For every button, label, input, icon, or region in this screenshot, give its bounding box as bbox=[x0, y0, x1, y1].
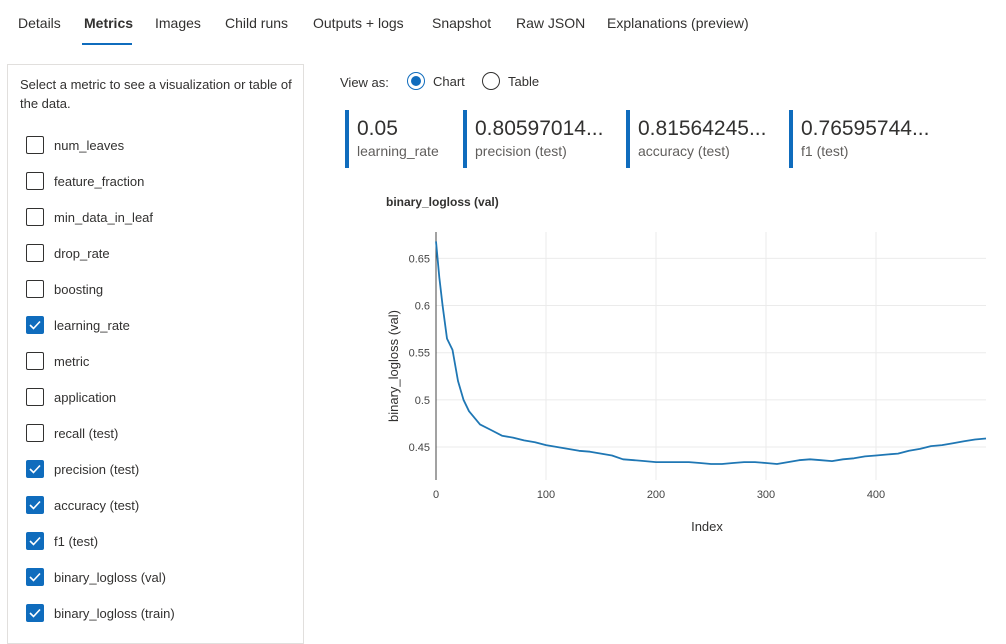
tab-snapshot[interactable]: Snapshot bbox=[432, 15, 492, 31]
metric-label: drop_rate bbox=[54, 245, 110, 261]
metric-label: precision (test) bbox=[54, 461, 140, 477]
metric-label: learning_rate bbox=[54, 317, 130, 333]
checkbox[interactable] bbox=[26, 280, 44, 298]
tab-details[interactable]: Details bbox=[18, 15, 61, 31]
metric-label: recall (test) bbox=[54, 425, 119, 441]
x-tick-label: 400 bbox=[867, 489, 885, 501]
checkbox[interactable] bbox=[26, 208, 44, 226]
metric-item-boosting[interactable]: boosting bbox=[26, 277, 103, 301]
metric-label: application bbox=[54, 389, 117, 405]
metric-item-precision-test[interactable]: precision (test) bbox=[26, 457, 139, 481]
view-as-label: View as: bbox=[340, 75, 389, 90]
metric-item-binary-logloss-train[interactable]: binary_logloss (train) bbox=[26, 601, 175, 625]
metric-card-learning-rate: 0.05 learning_rate bbox=[345, 110, 457, 168]
y-tick-label: 0.45 bbox=[409, 442, 430, 454]
x-tick-label: 200 bbox=[647, 489, 665, 501]
table-radio[interactable] bbox=[482, 72, 500, 90]
checkbox[interactable] bbox=[26, 136, 44, 154]
metric-label: feature_fraction bbox=[54, 173, 145, 189]
checkbox[interactable] bbox=[26, 460, 44, 478]
metric-item-recall-test[interactable]: recall (test) bbox=[26, 421, 118, 445]
tab-outputs-logs[interactable]: Outputs + logs bbox=[313, 15, 404, 31]
checkbox[interactable] bbox=[26, 172, 44, 190]
view-as-table-option[interactable]: Table bbox=[482, 72, 539, 90]
x-axis-title: Index bbox=[691, 519, 723, 534]
card-label: f1 (test) bbox=[801, 143, 849, 159]
chart-radio-label: Chart bbox=[433, 73, 465, 89]
metric-item-feature-fraction[interactable]: feature_fraction bbox=[26, 169, 144, 193]
card-value: 0.76595744... bbox=[801, 117, 930, 140]
checkbox[interactable] bbox=[26, 532, 44, 550]
card-value: 0.05 bbox=[357, 117, 398, 140]
y-tick-label: 0.55 bbox=[409, 348, 430, 360]
tab-metrics[interactable]: Metrics bbox=[84, 15, 134, 31]
metric-item-num-leaves[interactable]: num_leaves bbox=[26, 133, 124, 157]
metric-item-drop-rate[interactable]: drop_rate bbox=[26, 241, 110, 265]
card-value: 0.81564245... bbox=[638, 117, 767, 140]
metric-card-accuracy: 0.81564245... accuracy (test) bbox=[626, 110, 784, 168]
metric-label: binary_logloss (val) bbox=[54, 569, 166, 585]
metric-label: binary_logloss (train) bbox=[54, 605, 175, 621]
checkbox[interactable] bbox=[26, 316, 44, 334]
checkbox[interactable] bbox=[26, 604, 44, 622]
x-tick-label: 0 bbox=[433, 489, 439, 501]
metric-item-accuracy-test[interactable]: accuracy (test) bbox=[26, 493, 139, 517]
checkbox[interactable] bbox=[26, 496, 44, 514]
metric-item-learning-rate[interactable]: learning_rate bbox=[26, 313, 130, 337]
x-tick-label: 300 bbox=[757, 489, 775, 501]
metric-selection-panel: Select a metric to see a visualization o… bbox=[7, 64, 304, 644]
metric-item-metric[interactable]: metric bbox=[26, 349, 89, 373]
metric-label: metric bbox=[54, 353, 90, 369]
checkbox[interactable] bbox=[26, 388, 44, 406]
y-tick-label: 0.5 bbox=[415, 395, 430, 407]
checkbox[interactable] bbox=[26, 568, 44, 586]
checkbox[interactable] bbox=[26, 424, 44, 442]
metric-item-application[interactable]: application bbox=[26, 385, 116, 409]
card-label: accuracy (test) bbox=[638, 143, 730, 159]
metric-label: f1 (test) bbox=[54, 533, 99, 549]
metric-card-f1: 0.76595744... f1 (test) bbox=[789, 110, 949, 168]
card-value: 0.80597014... bbox=[475, 117, 604, 140]
metric-item-min-data-in-leaf[interactable]: min_data_in_leaf bbox=[26, 205, 153, 229]
tab-raw-json[interactable]: Raw JSON bbox=[516, 15, 586, 31]
y-tick-label: 0.65 bbox=[409, 253, 430, 265]
tab-images[interactable]: Images bbox=[155, 15, 201, 31]
logloss-line-chart[interactable]: 0 100 200 300 400 0.45 0.5 0.55 0.6 0.65 Index bina… bbox=[380, 220, 1006, 550]
chart-title: binary_logloss (val) bbox=[386, 195, 499, 209]
metric-label: accuracy (test) bbox=[54, 497, 140, 513]
card-label: learning_rate bbox=[357, 143, 439, 159]
tab-bar: Details Metrics Images Child runs Output… bbox=[0, 0, 1006, 50]
table-radio-label: Table bbox=[508, 73, 540, 89]
active-tab-indicator bbox=[82, 43, 132, 45]
panel-hint-text: Select a metric to see a visualization o… bbox=[20, 77, 292, 111]
y-tick-label: 0.6 bbox=[415, 301, 430, 313]
metric-card-precision: 0.80597014... precision (test) bbox=[463, 110, 623, 168]
tab-explanations[interactable]: Explanations (preview) bbox=[607, 15, 749, 31]
metric-label: boosting bbox=[54, 281, 104, 297]
card-label: precision (test) bbox=[475, 143, 567, 159]
series-line-0 bbox=[435, 241, 987, 465]
metric-item-f1-test[interactable]: f1 (test) bbox=[26, 529, 98, 553]
x-tick-label: 100 bbox=[537, 489, 555, 501]
checkbox[interactable] bbox=[26, 244, 44, 262]
metric-item-binary-logloss-val[interactable]: binary_logloss (val) bbox=[26, 565, 166, 589]
metric-label: min_data_in_leaf bbox=[54, 209, 154, 225]
checkbox[interactable] bbox=[26, 352, 44, 370]
chart-radio[interactable] bbox=[407, 72, 425, 90]
y-axis-title: binary_logloss (val) bbox=[386, 310, 401, 422]
view-as-chart-option[interactable]: Chart bbox=[407, 72, 465, 90]
metric-label: num_leaves bbox=[54, 137, 125, 153]
tab-child-runs[interactable]: Child runs bbox=[225, 15, 289, 31]
